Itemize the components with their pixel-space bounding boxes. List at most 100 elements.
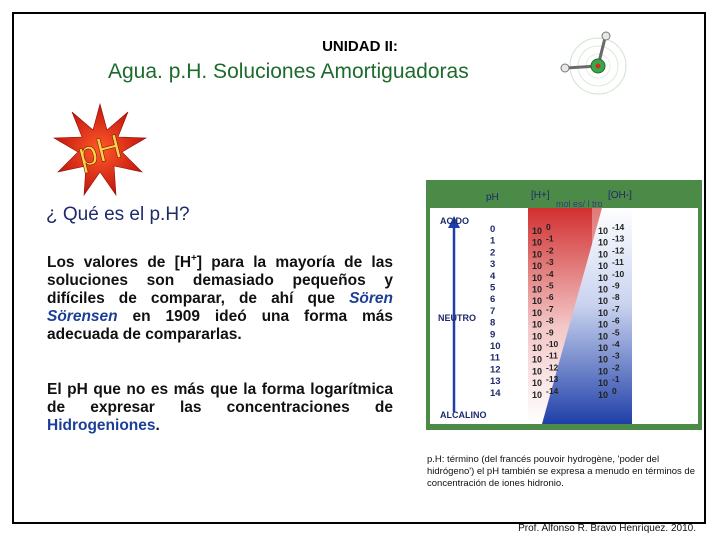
- h-base-10: 10: [532, 343, 542, 353]
- ph-value-4: 4: [490, 271, 496, 282]
- oh-base-0: 10: [598, 226, 608, 236]
- h-base-2: 10: [532, 249, 542, 259]
- h-base-1: 10: [532, 238, 542, 248]
- oh-base-2: 10: [598, 249, 608, 259]
- h-base-4: 10: [532, 273, 542, 283]
- acido-label: ACIDO: [440, 216, 469, 226]
- h-base-3: 10: [532, 261, 542, 271]
- h-base-0: 10: [532, 226, 542, 236]
- h-exponent-13: -13: [546, 374, 559, 384]
- footer-credit: Prof. Alfonso R. Bravo Henríquez. 2010.: [518, 523, 696, 534]
- oh-base-10: 10: [598, 343, 608, 353]
- col-h-header: [H+]: [531, 190, 550, 201]
- water-molecule-icon: [560, 31, 627, 95]
- ph-value-11: 11: [490, 353, 501, 364]
- oh-base-4: 10: [598, 273, 608, 283]
- base-gradient-column: [602, 208, 632, 424]
- oh-exponent-5: -9: [612, 281, 620, 291]
- oh-base-14: 10: [598, 390, 608, 400]
- ph-value-0: 0: [490, 224, 495, 235]
- starburst-shape: [52, 102, 148, 197]
- h-exponent-12: -12: [546, 362, 559, 372]
- para1-text-a: Los valores de [H: [47, 254, 192, 272]
- ph-scale-figure: pH [H+] [OH-] mol es/ l tro ACIDO NEUTRO…: [426, 180, 702, 430]
- oh-base-3: 10: [598, 261, 608, 271]
- unit-heading: UNIDAD II:: [322, 38, 398, 55]
- h-exponent-9: -9: [546, 327, 554, 337]
- neutro-label: NEUTRO: [438, 313, 476, 323]
- oh-exponent-3: -11: [612, 257, 624, 267]
- oh-exponent-1: -13: [612, 234, 625, 244]
- ph-value-6: 6: [490, 294, 495, 305]
- oh-base-1: 10: [598, 238, 608, 248]
- ph-value-13: 13: [490, 376, 501, 387]
- oh-exponent-14: 0: [612, 386, 617, 396]
- units-subtitle: mol es/ l tro: [556, 199, 603, 209]
- para1-sup: +: [191, 253, 197, 264]
- col-oh-header: [OH-]: [608, 190, 632, 201]
- col-ph-header: pH: [486, 192, 499, 203]
- ph-value-1: 1: [490, 236, 496, 247]
- h-base-6: 10: [532, 296, 542, 306]
- h-base-5: 10: [532, 285, 542, 295]
- oh-base-11: 10: [598, 355, 608, 365]
- oh-base-8: 10: [598, 320, 608, 330]
- oh-exponent-2: -12: [612, 245, 625, 255]
- oh-exponent-4: -10: [612, 269, 625, 279]
- oh-exponent-11: -3: [612, 351, 620, 361]
- h-exponent-7: -7: [546, 304, 554, 314]
- ph-badge-text: pH: [74, 127, 125, 174]
- h-base-11: 10: [532, 355, 542, 365]
- ph-badge: pH: [52, 102, 148, 197]
- oh-exponent-7: -7: [612, 304, 620, 314]
- oh-exponent-13: -1: [612, 374, 620, 384]
- base-gradient: [542, 208, 602, 424]
- oh-exponent-10: -4: [612, 339, 620, 349]
- caption-text: p.H: término (del francés pouvoir hydrog…: [427, 454, 695, 489]
- h-exponent-10: -10: [546, 339, 559, 349]
- oh-base-7: 10: [598, 308, 608, 318]
- oh-base-6: 10: [598, 296, 608, 306]
- h-concentration-column: 10 0 10 -1 10 -2 10 -3 10 -4 10 -5 10 -6 10 -7 10 -8 10 -9 1…: [532, 222, 559, 400]
- oh-exponent-0: -14: [612, 222, 625, 232]
- oh-base-9: 10: [598, 331, 608, 341]
- question-heading: ¿ Qué es el p.H?: [46, 204, 190, 225]
- h-exponent-1: -1: [546, 234, 554, 244]
- ph-value-9: 9: [490, 329, 495, 340]
- ph-value-2: 2: [490, 247, 495, 258]
- oh-base-5: 10: [598, 285, 608, 295]
- alcalino-label: ALCALINO: [440, 410, 487, 420]
- h-exponent-11: -11: [546, 351, 558, 361]
- sorensen-name: Sören Sörensen: [47, 290, 393, 326]
- h-base-8: 10: [532, 320, 542, 330]
- h-exponent-6: -6: [546, 292, 554, 302]
- h-exponent-3: -3: [546, 257, 554, 267]
- ph-value-12: 12: [490, 364, 501, 375]
- para1-text-c: en 1909 ideó una forma más adecuada de c…: [47, 308, 393, 344]
- paragraph-definition: El pH que no es más que la forma logarít…: [47, 381, 393, 435]
- ph-value-7: 7: [490, 306, 495, 317]
- oh-exponent-9: -5: [612, 327, 620, 337]
- ph-value-8: 8: [490, 318, 495, 329]
- scale-arrow-head: [448, 216, 460, 228]
- oh-exponent-12: -2: [612, 362, 620, 372]
- h-base-14: 10: [532, 390, 542, 400]
- h-exponent-0: 0: [546, 222, 551, 232]
- h-exponent-5: -5: [546, 281, 554, 291]
- ph-value-10: 10: [490, 341, 501, 352]
- h-exponent-4: -4: [546, 269, 554, 279]
- ph-value-3: 3: [490, 259, 495, 270]
- para1-text-b: ] para la mayoría de las soluciones son …: [47, 254, 393, 308]
- ph-value-14: 14: [490, 388, 501, 399]
- oh-base-13: 10: [598, 378, 608, 388]
- para2-text-b: .: [155, 417, 160, 434]
- oh-exponent-6: -8: [612, 292, 620, 302]
- h-exponent-8: -8: [546, 316, 554, 326]
- ph-value-5: 5: [490, 283, 496, 294]
- h-exponent-14: -14: [546, 386, 559, 396]
- slide-title: Agua. p.H. Soluciones Amortiguadoras: [108, 60, 469, 83]
- h-base-9: 10: [532, 331, 542, 341]
- oh-base-12: 10: [598, 366, 608, 376]
